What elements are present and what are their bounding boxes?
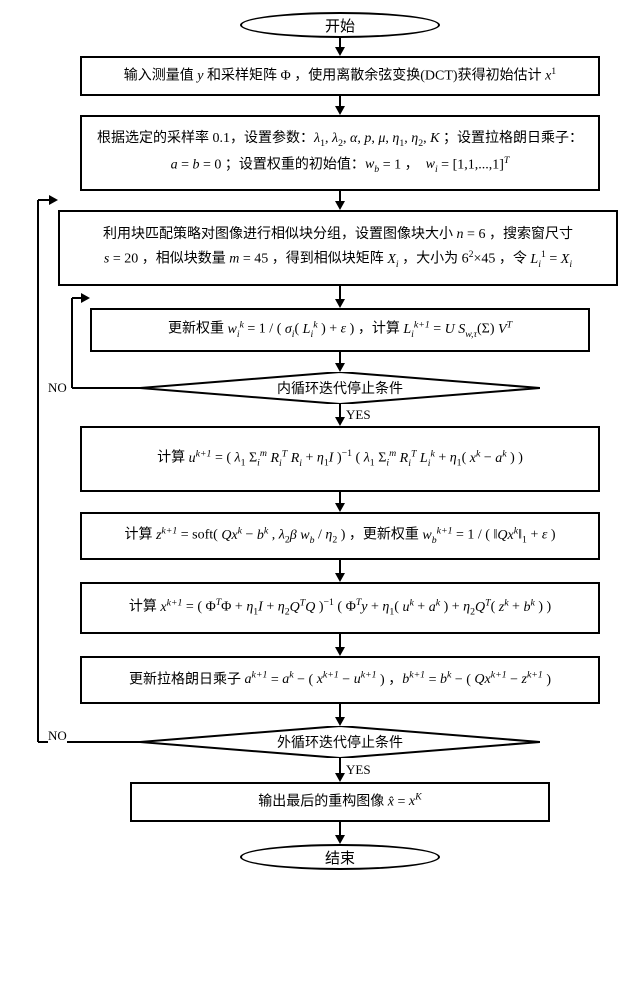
arrow-head-icon xyxy=(335,47,345,56)
end-label: 结束 xyxy=(325,847,355,868)
n3: 利用块匹配策略对图像进行相似块分组，设置图像块大小 n = 6 ，搜索窗尺寸s … xyxy=(58,210,618,286)
arrow-head-icon xyxy=(335,201,345,210)
arrow-head-icon xyxy=(335,417,345,426)
arrow-head-icon xyxy=(49,195,58,205)
edge-line xyxy=(339,758,341,774)
n6-content: 计算 zk+1 = soft( Qxk − bk , λ2β wb / η2 )… xyxy=(124,523,555,549)
edge-line xyxy=(339,634,341,648)
edge-line xyxy=(339,404,341,418)
edge-line xyxy=(339,560,341,574)
n9: 输出最后的重构图像 x̂ = xK xyxy=(130,782,550,822)
arrow-head-icon xyxy=(335,717,345,726)
edge-line xyxy=(72,387,140,389)
edge-label-yes: YES xyxy=(346,762,371,778)
d1-label: 内循环迭代停止条件 xyxy=(140,378,540,398)
n2: 根据选定的采样率 0.1，设置参数：λ1, λ2, α, p, μ, η1, η… xyxy=(80,115,600,191)
n4-content: 更新权重 wik = 1 / ( σi( Lik ) + ε ) ，计算 Lik… xyxy=(168,317,512,343)
n7-content: 计算 xk+1 = ( ΦTΦ + η1I + η2QTQ )−1 ( ΦTy … xyxy=(129,595,551,621)
n8-content: 更新拉格朗日乘子 ak+1 = ak − ( xk+1 − uk+1 ) ，bk… xyxy=(129,668,551,692)
arrow-head-icon xyxy=(335,299,345,308)
edge-label-no: NO xyxy=(48,380,67,396)
n9-content: 输出最后的重构图像 x̂ = xK xyxy=(258,790,421,814)
end: 结束 xyxy=(240,844,440,870)
start: 开始 xyxy=(240,12,440,38)
arrow-head-icon xyxy=(81,293,90,303)
d2-label: 外循环迭代停止条件 xyxy=(140,732,540,752)
edge-line xyxy=(37,200,39,742)
n1: 输入测量值 y 和采样矩阵 Φ ，使用离散余弦变换(DCT)获得初始估计 x1 xyxy=(80,56,600,96)
arrow-head-icon xyxy=(335,573,345,582)
arrow-head-icon xyxy=(335,106,345,115)
edge-label-yes: YES xyxy=(346,407,371,423)
edge-line xyxy=(339,286,341,300)
n6: 计算 zk+1 = soft( Qxk − bk , λ2β wb / η2 )… xyxy=(80,512,600,560)
arrow-head-icon xyxy=(335,363,345,372)
edge-line xyxy=(339,822,341,836)
n5-content: 计算 uk+1 = ( λ1 Σim RiT Ri + η1I )−1 ( λ1… xyxy=(157,446,523,472)
arrow-head-icon xyxy=(335,647,345,656)
n4: 更新权重 wik = 1 / ( σi( Lik ) + ε ) ，计算 Lik… xyxy=(90,308,590,352)
arrow-head-icon xyxy=(335,773,345,782)
flowchart-container: 开始输入测量值 y 和采样矩阵 Φ ，使用离散余弦变换(DCT)获得初始估计 x… xyxy=(10,10,633,990)
edge-line xyxy=(339,704,341,718)
d1: 内循环迭代停止条件 xyxy=(140,372,540,404)
n3-content: 利用块匹配策略对图像进行相似块分组，设置图像块大小 n = 6 ，搜索窗尺寸s … xyxy=(103,223,573,273)
d2: 外循环迭代停止条件 xyxy=(140,726,540,758)
n7: 计算 xk+1 = ( ΦTΦ + η1I + η2QTQ )−1 ( ΦTy … xyxy=(80,582,600,634)
n2-content: 根据选定的采样率 0.1，设置参数：λ1, λ2, α, p, μ, η1, η… xyxy=(97,127,583,179)
start-label: 开始 xyxy=(325,15,355,36)
n1-content: 输入测量值 y 和采样矩阵 Φ ，使用离散余弦变换(DCT)获得初始估计 x1 xyxy=(124,64,556,88)
n5: 计算 uk+1 = ( λ1 Σim RiT Ri + η1I )−1 ( λ1… xyxy=(80,426,600,492)
edge-line xyxy=(71,298,73,388)
arrow-head-icon xyxy=(335,503,345,512)
edge-label-no: NO xyxy=(48,728,67,744)
n8: 更新拉格朗日乘子 ak+1 = ak − ( xk+1 − uk+1 ) ，bk… xyxy=(80,656,600,704)
arrow-head-icon xyxy=(335,835,345,844)
